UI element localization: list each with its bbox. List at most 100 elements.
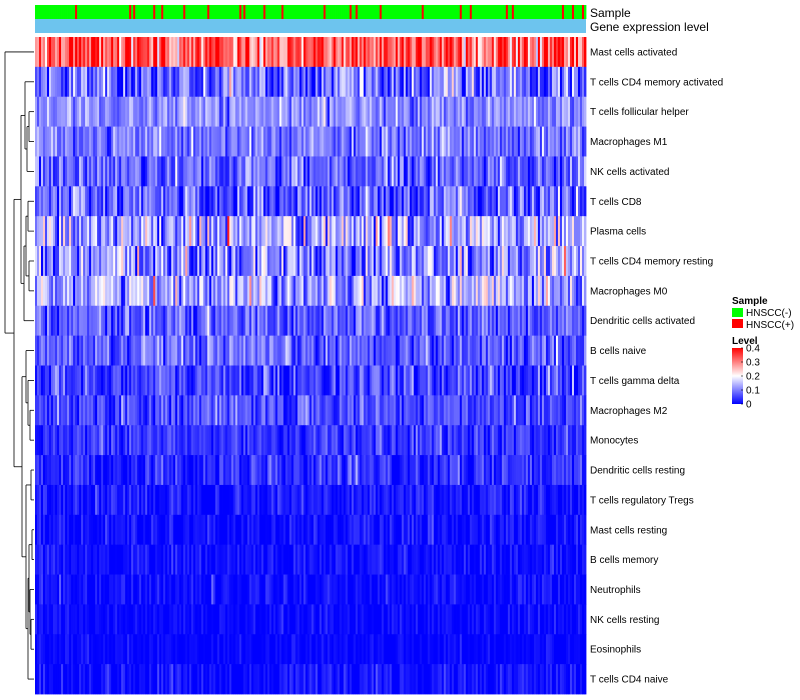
heatmap-cell (431, 275, 435, 307)
heatmap-cell (515, 156, 519, 187)
heatmap-cell (97, 186, 100, 217)
heatmap-cell (519, 246, 523, 277)
heatmap-cell (427, 96, 431, 127)
heatmap-cell (575, 275, 579, 307)
heatmap-cell (469, 455, 473, 486)
heatmap-cell (373, 425, 377, 456)
heatmap-cell (581, 66, 585, 98)
heatmap-cell (477, 335, 481, 366)
heatmap-cell (531, 335, 535, 366)
heatmap-cell (345, 96, 348, 127)
heatmap-cell (493, 126, 497, 157)
heatmap-cell (105, 455, 108, 486)
sample-annotation-cell (423, 5, 427, 19)
heatmap-cell (551, 365, 555, 396)
heatmap-cell (557, 37, 561, 68)
heatmap-cell (279, 484, 282, 516)
heatmap-cell (563, 246, 567, 277)
heatmap-cell (517, 186, 521, 217)
heatmap-cell (451, 455, 455, 486)
heatmap-cell (343, 186, 346, 217)
heatmap-cell (231, 395, 234, 426)
heatmap-cell (357, 275, 360, 307)
heatmap-cell (331, 66, 334, 98)
sample-annotation-cell (279, 5, 282, 19)
heatmap-cell (559, 126, 563, 157)
heatmap-cell (447, 484, 451, 516)
heatmap-cell (423, 275, 427, 307)
heatmap-cell (427, 305, 431, 337)
heatmap-cell (477, 216, 481, 247)
heatmap-cell (305, 275, 308, 307)
heatmap-cell (553, 186, 557, 217)
heatmap-cell (419, 96, 423, 127)
heatmap-cell (181, 484, 184, 516)
heatmap-cell (571, 37, 575, 68)
sample-annotation-cell (257, 5, 260, 19)
heatmap-cell (305, 305, 308, 337)
heatmap-cell (443, 365, 447, 396)
heatmap-cell (313, 156, 316, 187)
heatmap-cell (425, 246, 429, 277)
heatmap-cell (403, 246, 407, 277)
heatmap-cell (369, 484, 373, 516)
heatmap-cell (245, 37, 248, 68)
heatmap-cell (397, 455, 401, 486)
heatmap-cell (563, 96, 567, 127)
heatmap-cell (125, 455, 128, 486)
heatmap-cell (511, 395, 515, 426)
heatmap-cell (101, 335, 104, 366)
heatmap-cell (67, 246, 70, 277)
heatmap-cell (277, 126, 280, 157)
heatmap-cell (181, 395, 184, 426)
heatmap-cell (517, 365, 521, 396)
heatmap-cell (539, 395, 543, 426)
heatmap-cell (91, 484, 94, 516)
heatmap-cell (281, 335, 284, 366)
heatmap-cell (379, 365, 383, 396)
heatmap-cell (569, 425, 573, 456)
heatmap-cell (421, 395, 425, 426)
sample-annotation-cell (233, 5, 236, 19)
heatmap-cell (357, 425, 360, 456)
heatmap-cell (299, 156, 302, 187)
heatmap-cell (389, 365, 393, 396)
heatmap-cell (47, 484, 50, 516)
heatmap-cell (575, 395, 579, 426)
heatmap-cell (169, 96, 172, 127)
heatmap-cell (281, 425, 284, 456)
heatmap-cell (429, 305, 433, 337)
sample-annotation-cell (129, 5, 132, 19)
heatmap-cell (263, 126, 266, 157)
heatmap-cell (333, 126, 336, 157)
heatmap-cell (235, 514, 238, 546)
heatmap-cell (401, 425, 405, 456)
heatmap-cell (543, 126, 547, 157)
heatmap-cell (421, 305, 425, 337)
heatmap-cell (285, 365, 288, 396)
heatmap-cell (429, 96, 433, 127)
heatmap-cell (293, 246, 296, 277)
heatmap-cell (249, 305, 252, 337)
heatmap-cell (393, 335, 397, 366)
heatmap-cell (325, 156, 328, 187)
heatmap-cell (49, 425, 52, 456)
heatmap-cell (577, 484, 581, 516)
heatmap-cell (321, 455, 324, 486)
sample-annotation-cell (419, 5, 423, 19)
heatmap-cell (119, 395, 122, 426)
heatmap-cell (567, 156, 571, 187)
heatmap-cell (533, 37, 537, 68)
heatmap-cell (393, 186, 397, 217)
heatmap-cell (73, 96, 76, 127)
heatmap-cell (571, 186, 575, 217)
heatmap-cell (365, 126, 368, 157)
heatmap-cell (253, 275, 256, 307)
sample-annotation-cell (459, 5, 463, 19)
heatmap-cell (465, 305, 469, 337)
heatmap-cell (311, 335, 314, 366)
heatmap-cell (247, 66, 250, 98)
heatmap-cell (45, 395, 48, 426)
heatmap-cell (245, 186, 248, 217)
heatmap-cell (43, 305, 46, 337)
